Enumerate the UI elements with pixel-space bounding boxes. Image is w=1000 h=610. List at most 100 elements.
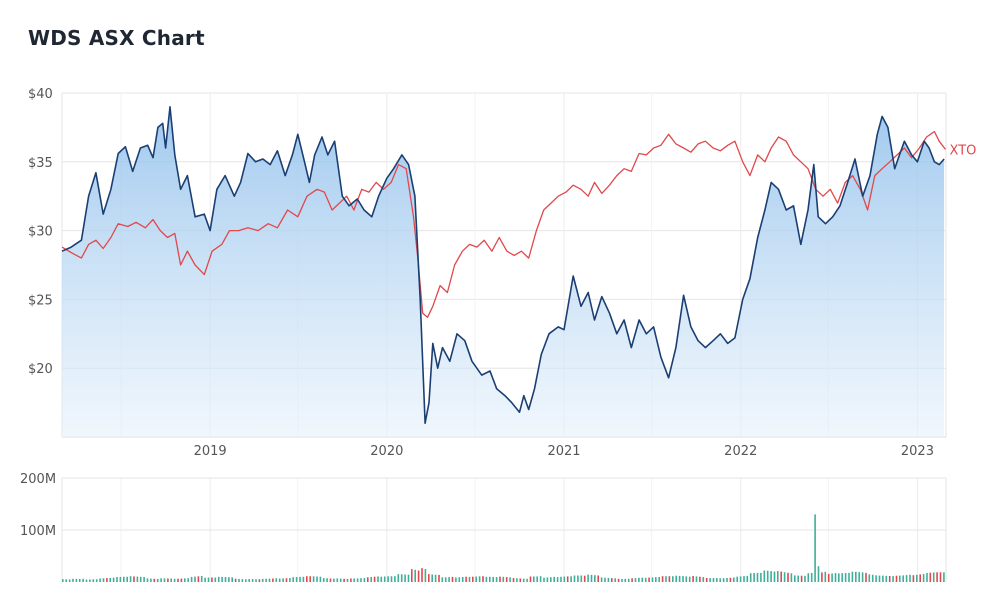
volume-bar (214, 577, 217, 582)
volume-bar (526, 578, 528, 582)
volume-bar (777, 571, 779, 582)
volume-bar (587, 574, 589, 582)
volume-bar (272, 578, 274, 582)
volume-bar (611, 578, 613, 582)
volume-bar (109, 577, 111, 582)
volume-bar (577, 575, 579, 582)
volume-bar (512, 578, 515, 582)
volume-bar (929, 572, 932, 582)
volume-bar (461, 577, 464, 582)
volume-bar (672, 576, 674, 582)
volume-bar (624, 578, 627, 582)
volume-bar (783, 572, 786, 582)
volume-bar (797, 575, 799, 582)
volume-bar (200, 576, 203, 582)
volume-bar (489, 576, 491, 582)
volume-bar (448, 577, 450, 582)
volume-bar (716, 578, 718, 582)
volume-bar (614, 578, 616, 582)
volume-bar (265, 578, 267, 582)
volume-bar (631, 578, 633, 582)
volume-bar (326, 578, 328, 582)
volume-bar (184, 578, 186, 582)
volume-bar (95, 579, 98, 582)
volume-bar (306, 576, 308, 582)
volume-bar (902, 575, 904, 582)
volume-bar (444, 577, 447, 582)
volume-bar (855, 571, 857, 582)
volume-bar (133, 576, 135, 582)
volume-bar (685, 576, 688, 582)
volume-bar (682, 576, 684, 582)
wds-area-fill (62, 106, 945, 438)
price-lines-layer (61, 106, 947, 424)
volume-bar (892, 576, 894, 582)
volume-bar (102, 578, 105, 582)
volume-y-tick-label: 100M (20, 524, 56, 539)
volume-bar (932, 572, 935, 582)
volume-bar (245, 579, 247, 582)
volume-bar (505, 577, 508, 582)
xto-series-label: XTO (950, 143, 977, 158)
volume-bar (112, 577, 115, 582)
volume-bar (197, 576, 200, 582)
volume-bar (848, 572, 850, 582)
volume-bar (827, 573, 830, 582)
volume-bar (465, 576, 467, 582)
volume-bar (129, 576, 132, 582)
volume-bar (699, 576, 701, 582)
volume-bar (705, 578, 708, 582)
volume-bar (553, 576, 555, 582)
volume-bar (495, 577, 498, 582)
volume-bar (655, 577, 657, 582)
volume-bar (241, 579, 244, 582)
volume-bar (627, 578, 630, 582)
volume-bar (709, 578, 711, 582)
volume-bar (211, 577, 213, 582)
volume-bar (485, 576, 488, 582)
xto-series-line (61, 130, 947, 318)
volume-bar (604, 577, 606, 582)
volume-bar (204, 577, 206, 582)
volume-bar (539, 576, 542, 582)
volume-bar (743, 576, 745, 582)
volume-bar (817, 566, 820, 582)
volume-bar (238, 578, 240, 582)
volume-bar (722, 578, 725, 582)
volume-bar (658, 577, 660, 582)
volume-bar (858, 572, 860, 582)
volume-bar (804, 575, 806, 582)
volume-bar (153, 578, 156, 582)
volume-bar (424, 569, 427, 582)
volume-bar (692, 576, 694, 582)
volume-bar (316, 576, 318, 582)
volume-bar (912, 575, 915, 582)
volume-bar (89, 579, 91, 582)
volume-bar (289, 578, 291, 582)
price-y-tick-label: $35 (28, 156, 53, 171)
volume-bar (492, 576, 494, 582)
volume-bar (363, 578, 366, 582)
volume-bar (800, 575, 803, 582)
x-tick-label: 2022 (724, 444, 757, 459)
volume-bar (295, 577, 298, 582)
volume-bar (634, 578, 637, 582)
volume-bar (753, 573, 755, 582)
volume-bar (678, 575, 681, 582)
volume-bar (922, 573, 925, 582)
volume-bar (661, 576, 664, 582)
price-y-tick-label: $25 (28, 293, 53, 308)
volume-bar (116, 577, 118, 582)
volume-bar (536, 576, 538, 582)
volume-bar (675, 575, 677, 582)
volume-bar (482, 576, 484, 582)
volume-bar (936, 572, 938, 582)
volume-bar (712, 578, 715, 582)
volume-bar (909, 574, 911, 582)
volume-bar (733, 577, 735, 582)
volume-bar (617, 578, 620, 582)
volume-bar (651, 577, 654, 582)
volume-bar (905, 575, 908, 582)
volume-bar (563, 576, 566, 582)
